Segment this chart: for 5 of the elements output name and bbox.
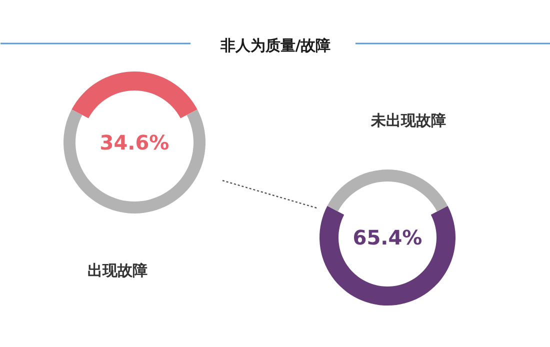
data-label: 34.6% xyxy=(100,130,170,154)
text: 出现故障 xyxy=(88,262,148,280)
data-label: 65.4% xyxy=(352,226,422,250)
chart-title: 未出现故障 xyxy=(370,112,446,130)
text: 非人为质量/故障 xyxy=(219,36,331,54)
